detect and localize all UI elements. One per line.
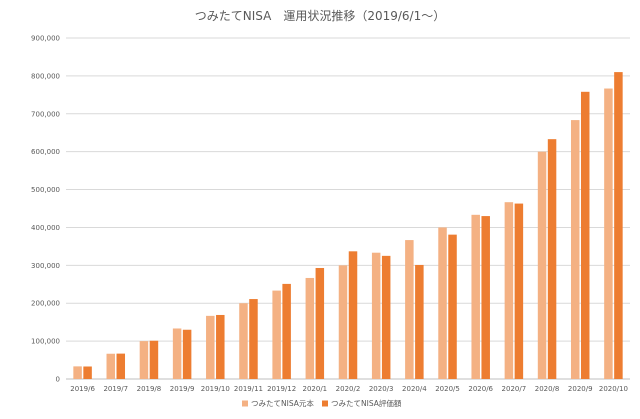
bar-principal [438,227,447,379]
x-tick-label: 2020/6 [468,385,493,393]
bar-valuation [415,264,424,379]
x-tick-label: 2020/2 [336,385,361,393]
bar-valuation [249,299,258,379]
y-tick-label: 800,000 [31,72,60,80]
legend: つみたてNISA元本 つみたてNISA評価額 [242,398,402,408]
y-tick-label: 100,000 [31,338,60,346]
x-tick-label: 2020/5 [435,385,460,393]
bar-principal [471,214,480,379]
y-axis-tick-labels: 0 100,000 200,000 300,000 400,000 500,000 600,… [31,35,60,384]
bar-principal [305,277,315,379]
bar-principal [73,366,82,379]
bar-principal [338,265,348,379]
x-tick-label: 2020/10 [599,385,628,393]
x-tick-label: 2020/1 [303,385,328,393]
x-tick-label: 2019/9 [170,385,195,393]
x-tick-label: 2020/9 [568,385,593,393]
y-tick-label: 600,000 [31,148,60,156]
bars [73,72,623,380]
bar-valuation [149,340,159,379]
bar-valuation [315,267,325,379]
y-tick-label: 300,000 [31,262,60,270]
y-tick-label: 900,000 [31,35,60,43]
x-tick-label: 2019/10 [201,385,230,393]
x-tick-label: 2020/8 [535,385,560,393]
bar-valuation [348,251,358,379]
bar-valuation [216,314,225,379]
bar-principal [537,151,547,379]
x-tick-label: 2019/6 [70,385,95,393]
bar-principal [405,240,414,379]
y-tick-label: 200,000 [31,300,60,308]
bar-principal [604,88,613,380]
bar-principal [172,328,182,379]
bar-principal [206,315,215,379]
bar-valuation [580,91,590,380]
x-tick-label: 2020/4 [402,385,427,393]
x-tick-label: 2019/7 [103,385,128,393]
legend-swatch [242,400,248,407]
bar-principal [139,341,149,379]
bar-valuation [282,283,291,379]
x-tick-label: 2019/11 [234,385,263,393]
y-tick-label: 400,000 [31,224,60,232]
legend-label: つみたてNISA元本 [251,398,314,408]
x-tick-label: 2019/8 [137,385,162,393]
y-tick-label: 0 [56,376,60,384]
legend-swatch [322,400,328,407]
bar-valuation [547,139,557,379]
y-tick-label: 500,000 [31,186,60,194]
bar-valuation [514,203,524,379]
bar-valuation [481,216,490,379]
bar-principal [272,290,281,379]
x-axis-tick-labels: 2019/6 2019/7 2019/8 2019/9 2019/10 2019/11 20… [70,385,628,393]
x-tick-label: 2019/12 [267,385,296,393]
bar-valuation [83,366,92,379]
y-tick-label: 700,000 [31,110,60,118]
x-tick-label: 2020/3 [369,385,394,393]
bar-valuation [448,234,457,379]
x-tick-label: 2020/7 [502,385,527,393]
bar-valuation [182,329,192,379]
bar-principal [570,120,580,380]
bar-principal [504,202,514,379]
bar-valuation [614,72,623,379]
chart-title: つみたてNISA 運用状況推移（2019/6/1～） [195,8,445,23]
bar-valuation [381,255,391,379]
bar-principal [106,353,116,379]
bar-principal [239,303,248,379]
bar-valuation [116,353,126,379]
bar-principal [371,252,381,379]
gridlines [66,37,630,380]
legend-label: つみたてNISA評価額 [331,398,402,408]
